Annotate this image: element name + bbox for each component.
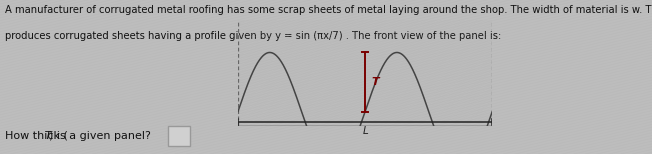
Text: T: T (44, 131, 51, 140)
Text: A manufacturer of corrugated metal roofing has some scrap sheets of metal laying: A manufacturer of corrugated metal roofi… (5, 5, 652, 15)
Text: produces corrugated sheets having a profile given by y = sin (πx/7) . The front : produces corrugated sheets having a prof… (5, 31, 501, 41)
Text: How thick (: How thick ( (5, 131, 68, 140)
Text: T: T (372, 77, 379, 87)
Text: L: L (363, 126, 368, 136)
Text: ) is a given panel?: ) is a given panel? (49, 131, 151, 140)
FancyBboxPatch shape (168, 126, 190, 146)
